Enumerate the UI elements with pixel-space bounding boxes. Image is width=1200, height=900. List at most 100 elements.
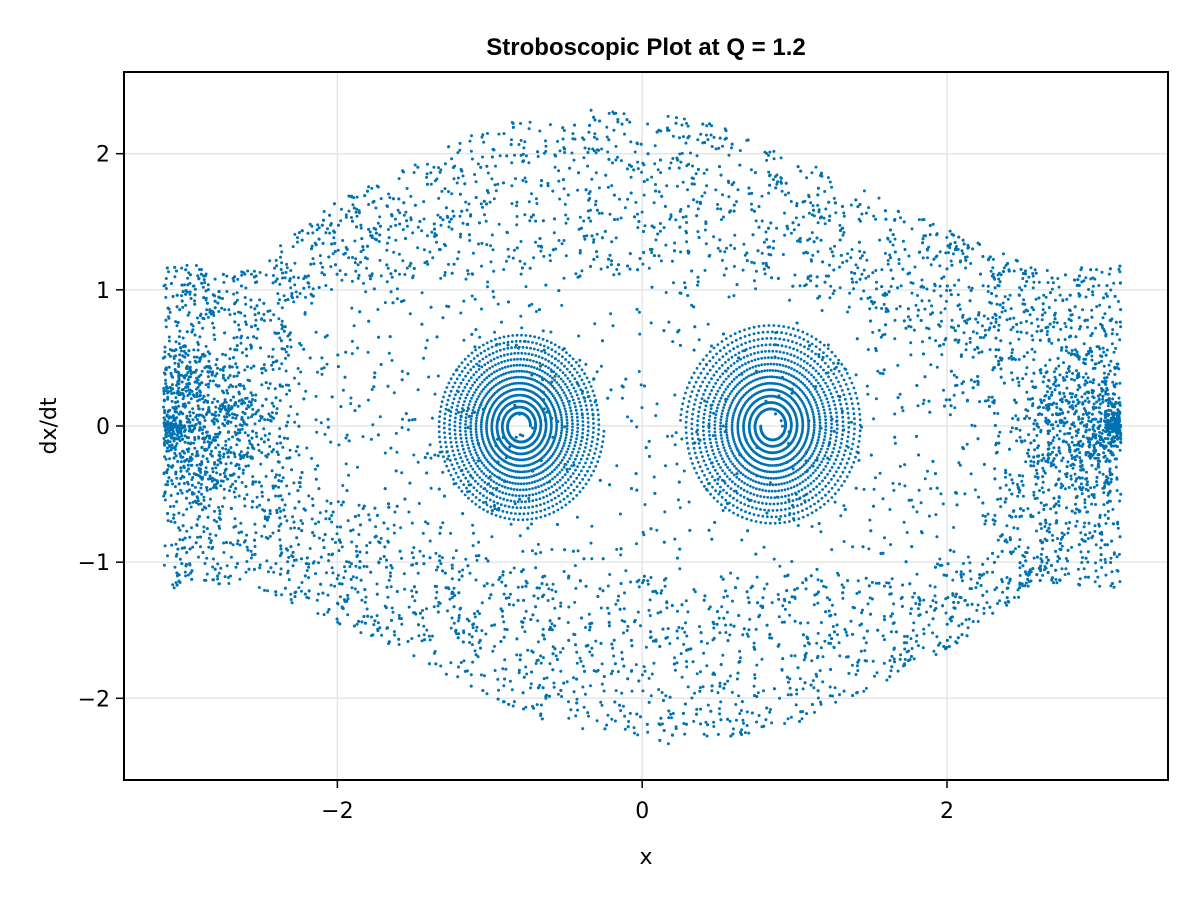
data-point <box>875 287 878 291</box>
data-point <box>547 587 551 591</box>
data-point <box>929 604 933 608</box>
data-point <box>780 668 784 672</box>
data-point <box>356 346 360 350</box>
data-point <box>523 176 527 180</box>
data-point <box>519 138 523 142</box>
data-point <box>1084 487 1088 491</box>
data-point <box>600 662 604 666</box>
data-point <box>994 451 998 455</box>
data-point <box>351 528 355 532</box>
data-point <box>524 154 528 158</box>
data-point <box>234 424 238 428</box>
data-point <box>286 420 290 424</box>
data-point <box>246 404 250 408</box>
data-point <box>297 382 301 386</box>
data-point <box>888 659 892 662</box>
data-point <box>828 598 832 602</box>
data-point <box>505 628 509 632</box>
data-point <box>909 607 913 611</box>
data-point <box>220 306 224 310</box>
data-point <box>451 556 455 560</box>
data-point <box>952 526 956 529</box>
data-point <box>244 302 248 306</box>
data-point <box>678 567 682 571</box>
data-point <box>973 488 977 492</box>
data-point <box>485 692 489 696</box>
data-point <box>1094 326 1098 330</box>
data-point <box>910 291 914 295</box>
data-point <box>318 254 322 258</box>
data-point <box>329 583 333 587</box>
data-point <box>1044 416 1048 420</box>
data-point <box>289 269 293 272</box>
data-point <box>747 731 751 735</box>
data-point <box>556 139 560 143</box>
data-point <box>289 526 293 530</box>
data-point <box>595 370 599 374</box>
data-point <box>413 417 417 421</box>
data-point <box>977 351 981 355</box>
data-point <box>251 407 255 411</box>
data-point <box>1084 276 1088 280</box>
data-point <box>986 284 990 288</box>
data-point <box>470 643 474 647</box>
data-point <box>490 624 494 628</box>
data-point <box>225 389 229 392</box>
data-point <box>1091 284 1095 288</box>
data-point <box>573 137 577 141</box>
data-point <box>562 239 566 242</box>
data-point <box>400 426 404 430</box>
data-point <box>461 221 465 225</box>
data-point <box>335 577 339 581</box>
data-point <box>452 621 456 625</box>
data-point <box>955 375 959 379</box>
data-point <box>395 297 399 301</box>
data-point <box>298 341 302 345</box>
data-point <box>277 317 281 321</box>
data-point <box>1011 481 1015 485</box>
data-point <box>642 665 646 669</box>
data-point <box>755 575 759 579</box>
data-point <box>795 688 799 692</box>
data-point <box>1000 310 1004 314</box>
data-point <box>913 265 917 269</box>
data-point <box>925 287 929 291</box>
data-point <box>838 265 841 269</box>
data-point <box>1048 523 1052 526</box>
data-point <box>1007 581 1011 585</box>
data-point <box>728 633 732 637</box>
data-point <box>316 370 319 374</box>
data-point <box>289 345 293 349</box>
data-point <box>330 566 334 570</box>
data-point <box>948 635 952 639</box>
data-point <box>739 709 743 712</box>
data-point <box>815 674 819 678</box>
data-point <box>629 175 633 179</box>
data-point <box>164 277 168 280</box>
data-point <box>246 365 249 369</box>
data-point <box>658 229 662 233</box>
data-point <box>167 339 171 343</box>
data-point <box>1017 545 1021 549</box>
data-point <box>1043 471 1047 475</box>
data-point <box>539 654 543 658</box>
data-point <box>913 591 916 595</box>
data-point <box>670 259 674 263</box>
data-point <box>699 132 703 136</box>
data-point <box>600 147 604 151</box>
data-point <box>395 450 399 454</box>
data-point <box>1063 395 1067 399</box>
data-point <box>594 203 597 207</box>
data-point <box>996 497 1000 501</box>
data-point <box>1035 317 1039 321</box>
data-point <box>394 431 398 435</box>
data-point <box>1090 308 1094 312</box>
data-point <box>436 604 440 608</box>
data-point <box>619 553 623 557</box>
data-point <box>345 433 349 437</box>
data-point <box>712 135 716 139</box>
data-point <box>523 262 527 266</box>
data-point <box>696 138 700 142</box>
data-point <box>965 442 969 446</box>
data-point <box>778 696 782 700</box>
